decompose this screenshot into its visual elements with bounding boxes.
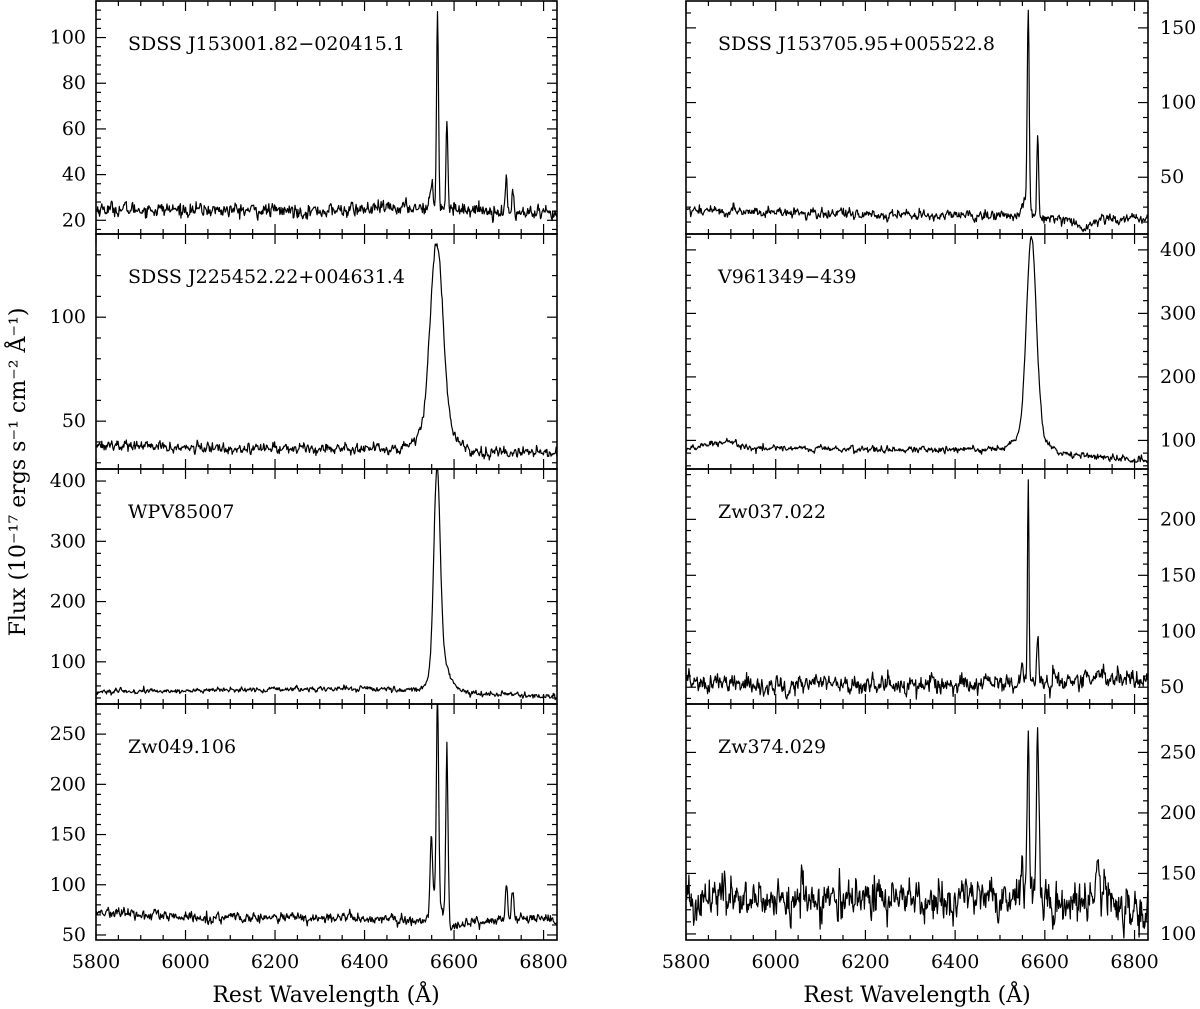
y-tick-label: 20 <box>62 209 86 231</box>
spectrum-line-right-4 <box>686 727 1148 939</box>
panel-frame <box>685 703 1149 941</box>
panel-title: WPV85007 <box>128 501 234 523</box>
panel-title: Zw049.106 <box>128 736 236 758</box>
x-tick-label: 6200 <box>251 951 299 973</box>
y-tick-label: 60 <box>62 118 86 140</box>
panel-grid: 20 40 60 80 100 SDSS J153001.82−020415.1 50 100… <box>50 0 1196 973</box>
panel-left-4: 50 100 150 200 250 Zw049.106 5800 6000 6200 6400 6… <box>50 703 568 973</box>
y-tick-label: 80 <box>62 72 86 94</box>
y-tick-label: 50 <box>1160 676 1184 698</box>
x-axis-label-left: Rest Wavelength (Å) <box>212 980 439 1008</box>
spectrum-line-left-4 <box>96 704 557 931</box>
y-tick-label: 200 <box>1160 366 1196 388</box>
x-tick-label: 6800 <box>1110 951 1158 973</box>
y-tick-label: 250 <box>1160 741 1196 763</box>
x-axis-label-right: Rest Wavelength (Å) <box>803 980 1030 1008</box>
y-tick-label: 250 <box>50 723 86 745</box>
y-tick-label: 100 <box>50 874 86 896</box>
panel-title: V961349−439 <box>717 266 856 288</box>
y-tick-label: 150 <box>1160 564 1196 586</box>
spectrum-line-left-2 <box>96 243 557 461</box>
y-tick-label: 100 <box>1160 923 1196 945</box>
y-tick-label: 150 <box>1160 17 1196 39</box>
y-tick-label: 50 <box>62 924 86 946</box>
y-tick-label: 50 <box>62 410 86 432</box>
x-tick-label: 6400 <box>340 951 388 973</box>
x-tick-label: 6400 <box>931 951 979 973</box>
y-tick-label: 150 <box>50 824 86 846</box>
panel-title: SDSS J153705.95+005522.8 <box>718 33 995 55</box>
y-tick-label: 200 <box>1160 802 1196 824</box>
x-tick-label: 6000 <box>752 951 800 973</box>
panel-title: Zw037.022 <box>718 501 826 523</box>
spectrum-line-right-2 <box>686 235 1148 464</box>
spectrum-line-right-3 <box>686 479 1148 700</box>
y-tick-label: 200 <box>50 773 86 795</box>
panel-left-2: 50 100 SDSS J225452.22+004631.4 <box>50 233 558 470</box>
y-tick-label: 40 <box>62 164 86 186</box>
spectrum-line-left-3 <box>96 469 557 701</box>
y-tick-label: 100 <box>50 27 86 49</box>
x-tick-label: 6000 <box>161 951 209 973</box>
y-tick-label: 150 <box>1160 862 1196 884</box>
panel-right-3: 50 100 150 200 Zw037.022 <box>685 468 1196 705</box>
panel-right-2: 100 200 300 400 V961349−439 <box>685 233 1196 470</box>
panel-right-1: 50 100 150 SDSS J153705.95+005522.8 <box>685 0 1196 235</box>
x-tick-label: 6600 <box>430 951 478 973</box>
panel-frame <box>95 703 558 941</box>
x-tick-label: 5800 <box>662 951 710 973</box>
panel-title: Zw374.029 <box>718 736 826 758</box>
spectrum-line-right-1 <box>686 9 1148 233</box>
x-tick-label: 6600 <box>1021 951 1069 973</box>
panel-left-3: 100 200 300 400 WPV85007 <box>50 468 558 705</box>
x-tick-label: 6200 <box>841 951 889 973</box>
y-tick-label: 300 <box>1160 302 1196 324</box>
y-tick-label: 400 <box>1160 239 1196 261</box>
y-axis-label: Flux (10⁻¹⁷ ergs s⁻¹ cm⁻² Å⁻¹) <box>3 308 31 637</box>
y-tick-label: 400 <box>50 470 86 492</box>
y-tick-label: 200 <box>50 591 86 613</box>
y-tick-label: 200 <box>1160 508 1196 530</box>
y-tick-label: 100 <box>1160 620 1196 642</box>
y-tick-label: 300 <box>50 530 86 552</box>
panel-left-1: 20 40 60 80 100 SDSS J153001.82−020415.1 <box>50 0 558 235</box>
x-tick-label: 5800 <box>72 951 120 973</box>
y-tick-label: 100 <box>50 651 86 673</box>
panel-title: SDSS J225452.22+004631.4 <box>128 266 405 288</box>
x-tick-label: 6800 <box>519 951 567 973</box>
y-tick-label: 100 <box>50 306 86 328</box>
panel-right-4: 100 150 200 250 Zw374.029 5800 6000 6200 6400 660… <box>662 703 1196 973</box>
panel-title: SDSS J153001.82−020415.1 <box>128 33 405 55</box>
y-tick-label: 50 <box>1160 166 1184 188</box>
y-tick-label: 100 <box>1160 429 1196 451</box>
y-tick-label: 100 <box>1160 92 1196 114</box>
spectrum-line-left-1 <box>96 11 557 224</box>
